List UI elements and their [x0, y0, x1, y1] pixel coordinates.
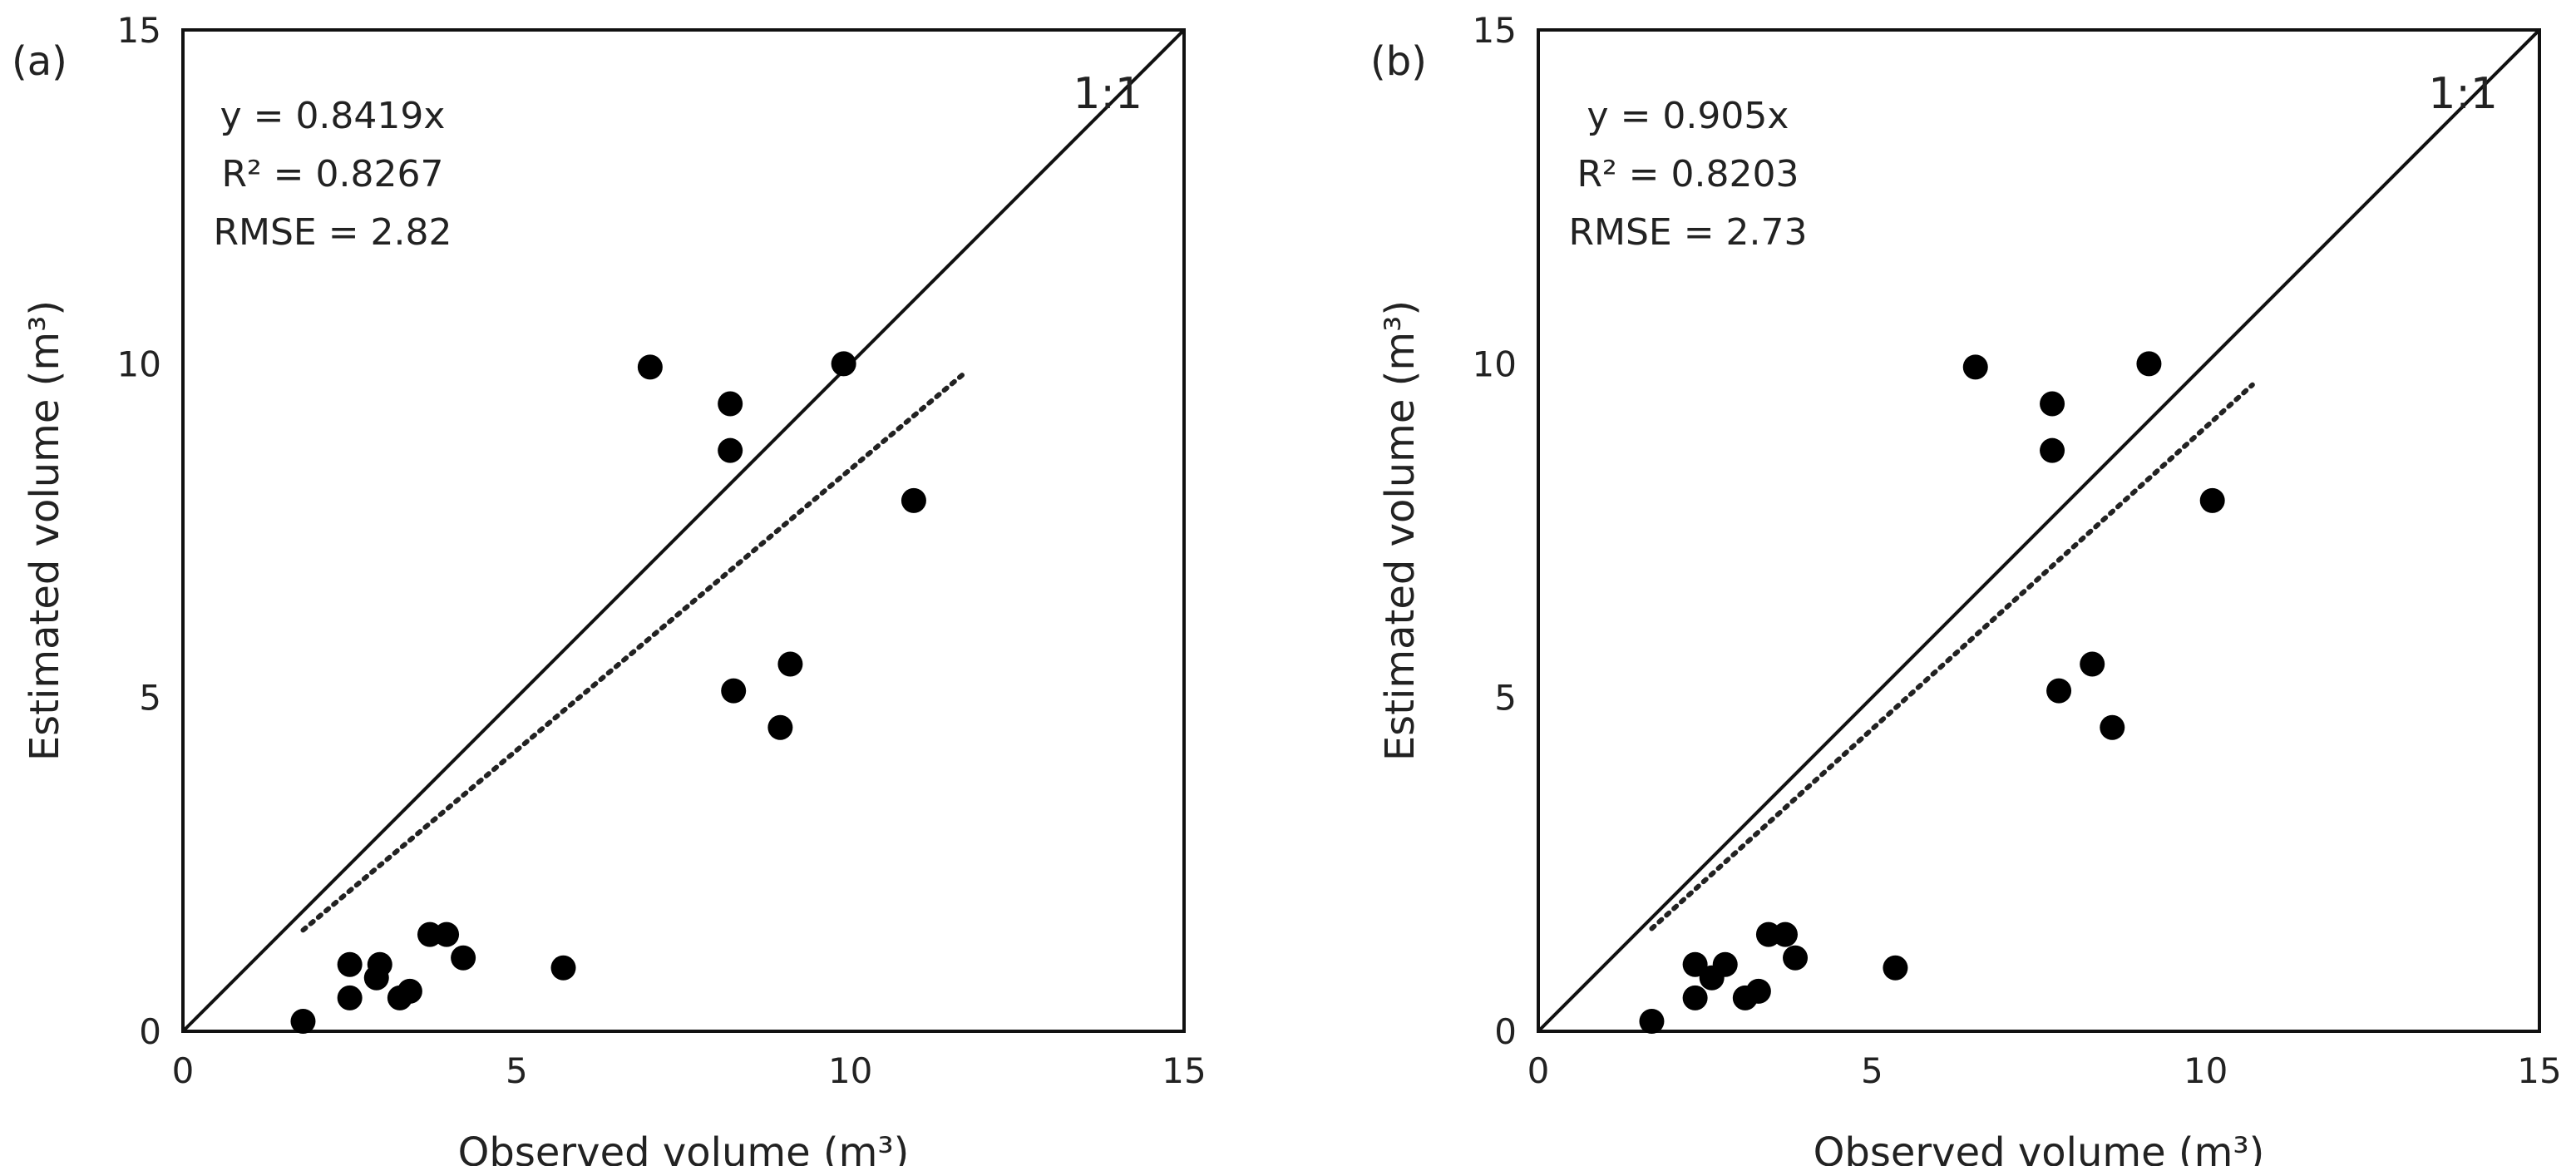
data-point — [1639, 1008, 1665, 1034]
x-tick-label: 10 — [2184, 1050, 2228, 1091]
panel-label: (b) — [1370, 38, 1427, 85]
data-point — [2136, 351, 2162, 377]
y-tick-label: 0 — [139, 1011, 161, 1052]
data-point — [1682, 951, 1708, 977]
data-point — [2046, 678, 2072, 704]
data-point — [2199, 487, 2225, 513]
x-tick-label: 10 — [828, 1050, 872, 1091]
one-to-one-line — [1537, 28, 2541, 1033]
x-tick-label: 5 — [506, 1050, 528, 1091]
x-tick-label: 15 — [2517, 1050, 2561, 1091]
data-point — [777, 651, 803, 677]
r-squared: R² = 0.8203 — [1577, 153, 1799, 195]
r-squared: R² = 0.8267 — [221, 153, 443, 195]
x-axis-title: Observed volume (m³) — [1814, 1129, 2265, 1166]
data-point — [337, 951, 363, 977]
data-point — [1962, 354, 1988, 380]
data-point — [397, 978, 422, 1004]
x-axis-title: Observed volume (m³) — [458, 1129, 910, 1166]
data-point — [367, 951, 392, 977]
y-tick-label: 5 — [1494, 678, 1517, 719]
y-tick-label: 10 — [1473, 343, 1517, 384]
y-tick-label: 15 — [117, 10, 161, 51]
trend-line — [1649, 382, 2255, 931]
chart-panel-a: 0 5 10 15 0 5 10 15 Observed volume (m³) Estimate… — [12, 10, 1207, 1166]
data-point — [767, 714, 793, 740]
data-point — [718, 391, 743, 417]
panel-label: (a) — [12, 38, 67, 85]
data-point — [434, 921, 460, 947]
x-tick-label: 15 — [1162, 1050, 1206, 1091]
data-point — [2100, 714, 2125, 740]
y-tick-label: 0 — [1494, 1011, 1517, 1052]
data-point — [550, 955, 576, 981]
data-point — [1883, 955, 1908, 981]
data-point — [1745, 978, 1771, 1004]
y-tick-label: 15 — [1473, 10, 1517, 51]
y-tick-label: 5 — [139, 678, 161, 719]
regression-equation: y = 0.905x — [1587, 95, 1789, 137]
one-to-one-label: 1:1 — [2428, 69, 2498, 119]
data-point — [718, 437, 743, 463]
data-point — [1712, 951, 1738, 977]
data-point — [637, 354, 663, 380]
data-point — [1783, 945, 1809, 971]
x-tick-label: 0 — [172, 1050, 195, 1091]
data-point — [1682, 985, 1708, 1010]
y-axis-title: Estimated volume (m³) — [1377, 300, 1424, 761]
y-tick-label: 10 — [117, 343, 161, 384]
chart-panel-b: 0 5 10 15 0 5 10 15 Observed volume (m³) Estimate… — [1370, 10, 2562, 1166]
rmse: RMSE = 2.82 — [213, 211, 452, 254]
rmse: RMSE = 2.73 — [1568, 211, 1807, 254]
data-point — [901, 487, 926, 513]
data-point — [2080, 651, 2105, 677]
data-point — [337, 985, 363, 1010]
data-point — [831, 351, 856, 377]
data-point — [290, 1008, 316, 1034]
x-tick-label: 5 — [1861, 1050, 1883, 1091]
regression-equation: y = 0.8419x — [220, 95, 446, 137]
one-to-one-label: 1:1 — [1073, 69, 1142, 119]
x-tick-label: 0 — [1527, 1050, 1550, 1091]
data-point — [451, 945, 476, 971]
one-to-one-line — [181, 28, 1186, 1033]
data-point — [2040, 437, 2065, 463]
data-point — [1772, 921, 1798, 947]
trend-line — [300, 371, 967, 933]
data-point — [2040, 391, 2065, 417]
data-point — [721, 678, 747, 704]
y-axis-title: Estimated volume (m³) — [22, 300, 68, 761]
